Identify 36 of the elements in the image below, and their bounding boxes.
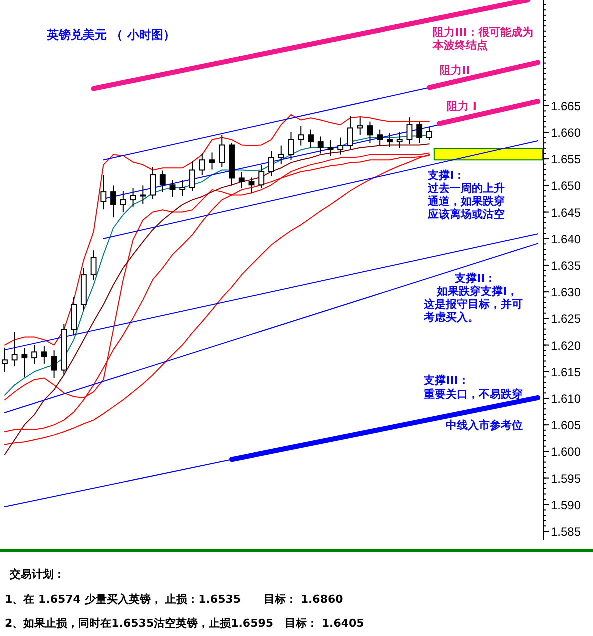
annotation: 考虑买入。: [423, 311, 479, 324]
y-tick-label: 1.650: [551, 179, 582, 194]
y-tick-label: 1.610: [551, 392, 582, 406]
annotation: 过去一周的上升: [427, 182, 505, 195]
annotation: 本波终结点: [432, 39, 488, 52]
y-tick-label: 1.635: [551, 258, 582, 273]
annotation: 通道，如果跌穿: [427, 195, 505, 208]
annotation: 支撑I：: [427, 169, 466, 182]
y-tick-label: 1.630: [551, 286, 582, 300]
y-tick-label: 1.600: [551, 445, 582, 460]
annotation: 这是报守目标，并可: [423, 298, 523, 311]
y-tick-label: 1.605: [551, 418, 582, 433]
text: 交易计划：: [9, 568, 65, 581]
text: 1、在 1.6574 少量买入英镑， 止损：1.6535 目标： 1.6860: [5, 593, 344, 606]
text: 2、如果止损，同时在1.6535沽空英镑，止损1.6595 目标： 1.6405: [5, 617, 364, 630]
y-tick-label: 1.585: [551, 524, 582, 539]
annotation: 中线入市参考位: [446, 419, 523, 432]
y-tick-label: 1.615: [551, 365, 582, 380]
y-tick-label: 1.660: [551, 126, 582, 140]
y-tick-label: 1.645: [551, 206, 582, 220]
y-tick-label: 1.595: [551, 472, 582, 486]
annotation: 应该离场或沽空: [427, 208, 505, 221]
annotation: 阻力III：很可能成为: [433, 26, 534, 39]
y-tick-label: 1.625: [551, 312, 582, 326]
annotation: 如果跌穿支撑I，: [436, 285, 518, 298]
annotation: 重要关口，不易跌穿: [423, 388, 523, 401]
y-tick-label: 1.590: [551, 498, 582, 512]
annotation: 阻力II: [440, 64, 470, 77]
annotation: 支撑III：: [423, 374, 470, 387]
y-tick-label: 1.620: [551, 338, 582, 353]
y-tick-label: 1.655: [551, 152, 582, 167]
y-tick-label: 1.665: [551, 99, 582, 114]
annotation: 阻力 I: [447, 100, 477, 113]
y-tick-label: 1.640: [551, 232, 582, 246]
text: 英镑兑美元 （ 小时图）: [46, 28, 176, 42]
annotation: 支撑II：: [454, 272, 496, 285]
